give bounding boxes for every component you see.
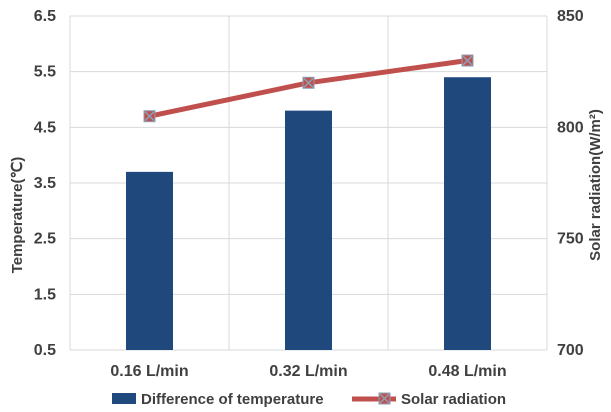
y-axis-right-ticks: 700 750 800 850 <box>557 8 584 359</box>
y-tick-left: 6.5 <box>34 8 56 25</box>
legend-label-bar: Difference of temperature <box>141 391 324 408</box>
bar-series <box>126 77 491 350</box>
y-tick-left: 4.5 <box>34 119 56 136</box>
x-tick: 0.32 L/min <box>269 363 347 380</box>
y-axis-right-title: Solar radiation(W/m²) <box>587 109 604 261</box>
marker-x <box>462 55 473 66</box>
legend-swatch-marker <box>378 392 391 405</box>
y-tick-left: 5.5 <box>34 64 56 81</box>
line-point <box>143 110 156 123</box>
y-tick-left: 0.5 <box>34 342 56 359</box>
bar <box>126 171 173 350</box>
y-tick-left: 2.5 <box>34 231 56 248</box>
x-tick: 0.16 L/min <box>110 363 188 380</box>
y-tick-left: 1.5 <box>34 286 56 303</box>
y-axis-left-title: Temperature(℃) <box>9 157 26 274</box>
y-tick-right: 800 <box>557 119 584 136</box>
y-tick-right: 850 <box>557 8 584 25</box>
legend-label-line: Solar radiation <box>401 391 506 408</box>
x-axis-ticks: 0.16 L/min 0.32 L/min 0.48 L/min <box>110 363 506 380</box>
legend: Difference of temperature Solar radiatio… <box>112 391 506 408</box>
y-tick-left: 3.5 <box>34 175 56 192</box>
y-tick-right: 750 <box>557 231 584 248</box>
bar <box>444 77 491 350</box>
line-point <box>461 54 474 67</box>
y-axis-left-ticks: 0.5 1.5 2.5 3.5 4.5 5.5 6.5 <box>34 8 56 359</box>
bar <box>285 110 332 350</box>
legend-swatch-bar <box>112 393 136 404</box>
line-series <box>143 54 474 123</box>
marker-x <box>303 77 314 88</box>
x-tick: 0.48 L/min <box>428 363 506 380</box>
y-tick-right: 700 <box>557 342 584 359</box>
marker-x <box>144 111 155 122</box>
line-point <box>302 76 315 89</box>
